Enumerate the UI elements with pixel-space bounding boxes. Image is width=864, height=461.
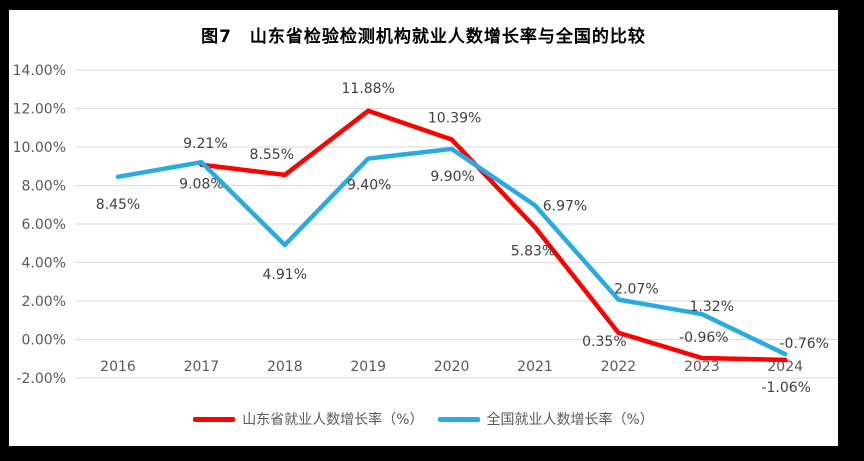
data-label: 5.83% xyxy=(511,243,555,259)
data-label: -0.96% xyxy=(679,330,729,346)
legend-swatch-blue-line xyxy=(437,416,480,422)
x-axis-tick-label: 2018 xyxy=(267,359,303,375)
data-label: 0.35% xyxy=(582,334,626,350)
data-label: 9.21% xyxy=(183,136,227,152)
y-axis-tick-label: 14.00% xyxy=(13,63,66,79)
y-axis-tick-label: 8.00% xyxy=(22,179,66,195)
chart-title: 图7 山东省检验检测机构就业人数增长率与全国的比较 xyxy=(201,27,646,47)
series-line-0 xyxy=(199,108,788,363)
data-label: 10.39% xyxy=(428,110,481,126)
chart-container: 图7 山东省检验检测机构就业人数增长率与全国的比较 14.00% 12.00% 10… xyxy=(9,10,838,446)
x-axis-tick-label: 2019 xyxy=(350,359,386,375)
data-label: -0.76% xyxy=(779,336,829,352)
data-label: 8.45% xyxy=(96,197,140,213)
chart-legend: 山东省就业人数增长率（%） 全国就业人数增长率（%） xyxy=(9,409,838,429)
x-axis-tick-label: 2017 xyxy=(184,359,220,375)
legend-label-shandong: 山东省就业人数增长率（%） xyxy=(242,412,424,428)
data-label: 2.07% xyxy=(614,282,658,298)
y-axis-tick-label: 0.00% xyxy=(22,333,66,349)
y-axis-tick-label: 12.00% xyxy=(13,102,66,118)
legend-item-national: 全国就业人数增长率（%） xyxy=(437,409,654,429)
data-label: 11.88% xyxy=(342,81,395,97)
y-axis-tick-label: -2.00% xyxy=(16,371,66,387)
x-axis-tick-label: 2024 xyxy=(767,359,803,375)
y-axis-tick-label: 4.00% xyxy=(22,256,66,272)
y-axis-tick-label: 2.00% xyxy=(22,294,66,310)
legend-label-national: 全国就业人数增长率（%） xyxy=(486,412,654,428)
y-axis-tick-label: 10.00% xyxy=(13,140,66,156)
data-label: 6.97% xyxy=(543,198,587,214)
x-axis-tick-label: 2022 xyxy=(601,359,637,375)
data-label: -1.06% xyxy=(761,380,811,396)
data-label: 8.55% xyxy=(250,147,294,163)
data-label: 4.91% xyxy=(263,267,307,283)
y-axis-tick-label: 6.00% xyxy=(22,217,66,233)
data-label: 9.40% xyxy=(347,178,391,194)
series-line-1 xyxy=(115,146,788,357)
x-axis-tick-label: 2021 xyxy=(517,359,553,375)
data-label: 1.32% xyxy=(690,299,734,315)
legend-item-shandong: 山东省就业人数增长率（%） xyxy=(193,409,424,429)
chart-canvas: 14.00% 12.00% 10.00% 8.00% 6.00% 4.00% 2.00% 0.… xyxy=(13,63,838,396)
data-label: 9.08% xyxy=(179,177,223,193)
x-axis-tick-label: 2016 xyxy=(100,359,136,375)
data-label: 9.90% xyxy=(430,169,474,185)
legend-swatch-red-line xyxy=(193,416,236,422)
x-axis-tick-label: 2023 xyxy=(684,359,720,375)
x-axis-tick-label: 2020 xyxy=(434,359,470,375)
